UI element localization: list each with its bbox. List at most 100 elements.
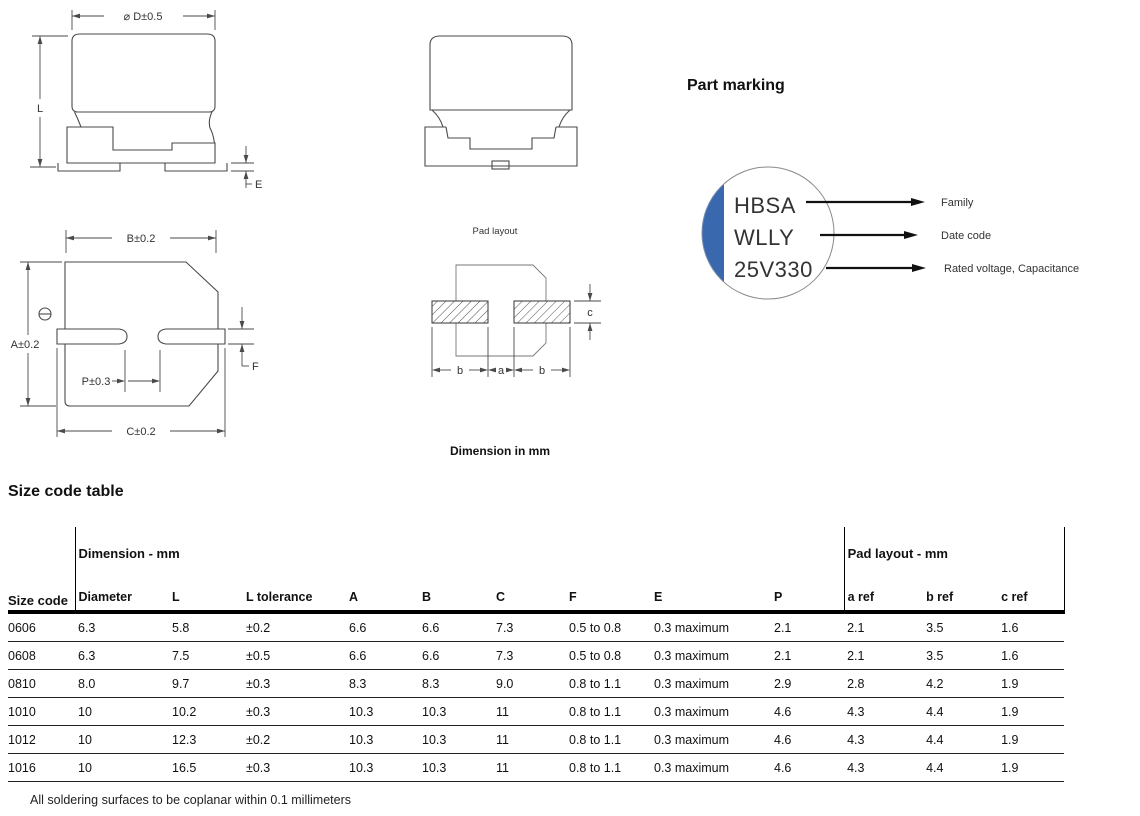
table-cell: 1.9 bbox=[998, 669, 1065, 698]
table-cell: 1.6 bbox=[998, 641, 1065, 670]
col-header-b: B bbox=[419, 562, 493, 614]
dim-c-pad-label: c bbox=[587, 307, 593, 319]
dim-b-label: B±0.2 bbox=[127, 233, 156, 245]
table-cell: 10 bbox=[75, 753, 169, 782]
dim-p: P±0.3 bbox=[82, 350, 161, 392]
table-cell: 1.9 bbox=[998, 725, 1065, 754]
table-cell: 16.5 bbox=[169, 753, 243, 782]
table-cell: 1016 bbox=[8, 753, 75, 782]
table-cell: 0.8 to 1.1 bbox=[566, 725, 651, 754]
col-header-f: F bbox=[566, 562, 651, 614]
marking-circle: HBSA WLLY 25V330 bbox=[701, 166, 835, 300]
callout-rated-voltage: Rated voltage, Capacitance bbox=[944, 263, 1079, 275]
table-cell: 10 bbox=[75, 725, 169, 754]
col-header-p: P bbox=[771, 562, 845, 614]
col-header-l: L bbox=[169, 562, 243, 614]
dim-c: C±0.2 bbox=[56, 348, 226, 438]
dim-a: A±0.2 bbox=[11, 261, 62, 407]
col-header-diameter: Diameter bbox=[74, 562, 169, 614]
table-cell: 7.5 bbox=[169, 641, 243, 670]
dim-f-label: F bbox=[252, 361, 259, 373]
table-cell: 7.3 bbox=[493, 641, 566, 670]
table-cell: 0.3 maximum bbox=[651, 612, 771, 642]
table-cell: 11 bbox=[493, 725, 566, 754]
table-cell: 0.3 maximum bbox=[651, 669, 771, 698]
dim-b1-label: b bbox=[457, 365, 463, 377]
group-header-dimension: Dimension - mm bbox=[74, 527, 845, 562]
size-code-table-title: Size code table bbox=[8, 483, 124, 500]
capacitor-body-outline bbox=[71, 33, 216, 144]
table-cell: 2.1 bbox=[844, 612, 924, 642]
capacitor-base-outline bbox=[57, 126, 228, 172]
col-header-b-ref: b ref bbox=[923, 562, 999, 614]
table-cell: 2.1 bbox=[844, 641, 924, 670]
table-cell: ±0.3 bbox=[243, 697, 346, 726]
front-view-drawing bbox=[424, 35, 578, 170]
table-cell: 4.6 bbox=[771, 697, 845, 726]
table-cell: 10.3 bbox=[419, 697, 493, 726]
table-cell: 0810 bbox=[8, 669, 75, 698]
dim-d: ⌀ D±0.5 bbox=[71, 10, 216, 30]
part-marking-diagram: HBSA WLLY 25V330 Family Date code Rated … bbox=[701, 166, 1079, 300]
table-cell: 4.6 bbox=[771, 725, 845, 754]
blue-crescent bbox=[702, 184, 724, 282]
col-header-e: E bbox=[651, 562, 771, 614]
table-cell: 10 bbox=[75, 697, 169, 726]
table-cell: 2.1 bbox=[771, 641, 845, 670]
dim-e-label: E bbox=[255, 179, 262, 191]
table-cell: 6.6 bbox=[419, 641, 493, 670]
col-header-c: C bbox=[493, 562, 566, 614]
callout-family: Family bbox=[941, 197, 974, 209]
table-cell: 0.8 to 1.1 bbox=[566, 697, 651, 726]
table-cell: 8.3 bbox=[346, 669, 419, 698]
table-cell: 4.3 bbox=[844, 697, 924, 726]
table-cell: 0606 bbox=[8, 612, 75, 642]
part-marking-title: Part marking bbox=[687, 77, 785, 94]
table-cell: 11 bbox=[493, 697, 566, 726]
table-cell: ±0.5 bbox=[243, 641, 346, 670]
dim-c-pad: c bbox=[574, 284, 601, 340]
table-row: 1016 10 16.5 ±0.3 10.3 10.3 11 0.8 to 1.1 0.3 ma… bbox=[8, 753, 1065, 782]
pad-layout-drawing: c b a b bbox=[431, 264, 601, 377]
col-header-l-tolerance: L tolerance bbox=[243, 562, 346, 614]
col-header-size-code: Size code bbox=[8, 527, 75, 614]
bottom-body-outline bbox=[64, 261, 219, 407]
table-cell: 3.5 bbox=[923, 612, 999, 642]
table-cell: 0.5 to 0.8 bbox=[566, 641, 651, 670]
table-cell: 4.4 bbox=[923, 697, 999, 726]
table-row: 0810 8.0 9.7 ±0.3 8.3 8.3 9.0 0.8 to 1.1 0.3 max… bbox=[8, 669, 1065, 698]
col-header-a: A bbox=[346, 562, 419, 614]
table-cell: 4.6 bbox=[771, 753, 845, 782]
table-cell: 4.4 bbox=[923, 753, 999, 782]
table-group-header-row: Size code Dimension - mm Pad layout - mm bbox=[8, 527, 1065, 614]
size-table-body: 0606 6.3 5.8 ±0.2 6.6 6.6 7.3 0.5 to 0.8 0.3 max… bbox=[8, 612, 1065, 782]
col-header-c-ref: c ref bbox=[998, 562, 1065, 614]
callout-arrows bbox=[806, 200, 914, 270]
solder-pads-hatched bbox=[431, 300, 571, 324]
table-cell: 11 bbox=[493, 753, 566, 782]
group-header-pad-layout: Pad layout - mm bbox=[843, 527, 1065, 562]
table-cell: 1010 bbox=[8, 697, 75, 726]
dim-e: E bbox=[231, 146, 262, 191]
table-cell: 4.3 bbox=[844, 753, 924, 782]
dim-f: F bbox=[228, 307, 259, 373]
table-cell: 1.6 bbox=[998, 612, 1065, 642]
table-cell: 2.1 bbox=[771, 612, 845, 642]
table-cell: 4.2 bbox=[923, 669, 999, 698]
table-cell: 0.3 maximum bbox=[651, 641, 771, 670]
dim-b: B±0.2 bbox=[65, 230, 217, 253]
marking-line-3: 25V330 bbox=[734, 257, 813, 282]
dim-a-label: A±0.2 bbox=[11, 339, 40, 351]
table-cell: 8.0 bbox=[75, 669, 169, 698]
table-cell: 0.5 to 0.8 bbox=[566, 612, 651, 642]
col-header-a-ref: a ref bbox=[843, 562, 924, 614]
callout-date-code: Date code bbox=[941, 230, 991, 242]
table-cell: 10.3 bbox=[419, 725, 493, 754]
table-cell: 5.8 bbox=[169, 612, 243, 642]
table-cell: 10.3 bbox=[419, 753, 493, 782]
pad-layout-body-outline bbox=[455, 264, 547, 357]
size-code-table: Size code Dimension - mm Pad layout - mm… bbox=[8, 527, 1065, 782]
table-cell: 0.3 maximum bbox=[651, 725, 771, 754]
dim-b2-label: b bbox=[539, 365, 545, 377]
